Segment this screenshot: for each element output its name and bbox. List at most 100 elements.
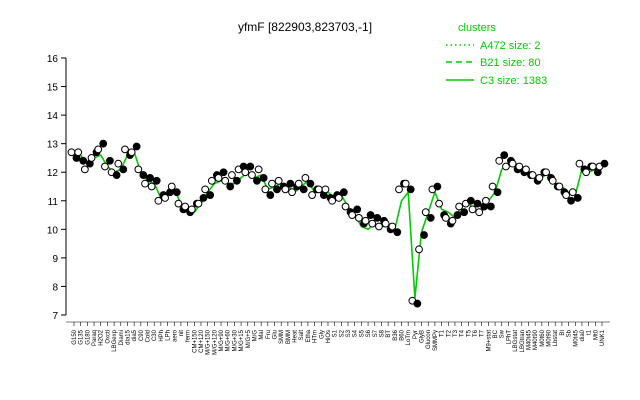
x-axis: G150 G135 G180 Paraq H2O2 Oxctl LBGexp Diami dia… bbox=[66, 321, 610, 355]
data-point-open bbox=[94, 145, 103, 154]
x-tick-label: M/G+150 bbox=[206, 329, 212, 355]
x-tick-label: T5 bbox=[466, 329, 472, 337]
data-point-open bbox=[74, 148, 83, 157]
x-tick-label: M40t90 bbox=[533, 329, 539, 350]
x-tick-label: SMMPy bbox=[433, 330, 439, 351]
data-point-open bbox=[141, 179, 149, 188]
x-tick-label: T1 bbox=[440, 329, 446, 337]
x-tick-label: T3 bbox=[453, 329, 459, 337]
chart-title: yfmF [822903,823703,-1] bbox=[238, 20, 372, 34]
data-point-open bbox=[375, 222, 383, 231]
data-point-open bbox=[261, 185, 270, 194]
data-point-filled bbox=[299, 185, 308, 194]
data-point-filled bbox=[206, 191, 215, 199]
data-point-open bbox=[548, 176, 557, 185]
data-point-filled bbox=[426, 214, 435, 222]
data-point-filled bbox=[466, 196, 475, 205]
data-point-open bbox=[161, 194, 169, 202]
x-tick-label: UNK1 bbox=[600, 329, 606, 346]
data-point-open bbox=[187, 205, 196, 214]
x-tick-label: Mal bbox=[259, 330, 265, 340]
data-point-filled bbox=[567, 196, 575, 205]
x-tick-label: LBGtran bbox=[520, 330, 526, 352]
data-point-filled bbox=[500, 151, 509, 159]
data-point-filled bbox=[99, 139, 108, 148]
data-point-open bbox=[321, 185, 330, 194]
x-tick-label: Paraq bbox=[92, 330, 98, 346]
x-tick-label: M0t90 bbox=[547, 329, 553, 346]
y-tick-label: 12 bbox=[47, 168, 59, 179]
x-tick-label: G135 bbox=[79, 329, 85, 344]
y-tick-label: 7 bbox=[52, 311, 58, 322]
data-point-open bbox=[488, 182, 497, 191]
data-point-open bbox=[395, 185, 403, 194]
x-tick-label: T6 bbox=[473, 329, 479, 337]
data-point-open bbox=[207, 176, 216, 185]
y-tick-label: 15 bbox=[47, 83, 59, 94]
x-tick-label: S8 bbox=[379, 329, 385, 337]
x-tick-label: M/G+90 bbox=[219, 329, 225, 351]
x-tick-label: B60 bbox=[399, 329, 405, 340]
data-point-open bbox=[568, 188, 577, 197]
data-point-filled bbox=[226, 182, 235, 191]
data-point-filled bbox=[233, 176, 241, 185]
data-point-open bbox=[114, 159, 123, 168]
data-point-open bbox=[80, 165, 89, 174]
data-point-open bbox=[415, 245, 423, 254]
data-point-open bbox=[481, 196, 490, 205]
data-point-open bbox=[194, 199, 203, 208]
x-tick-label: dia0 bbox=[580, 329, 586, 341]
y-tick-label: 11 bbox=[48, 197, 59, 208]
x-tick-label: C90 bbox=[139, 329, 145, 341]
x-tick-label: Lbstat bbox=[553, 330, 559, 347]
x-tick-label: Salt bbox=[299, 330, 305, 341]
data-point-open bbox=[388, 222, 397, 231]
data-point-open bbox=[348, 211, 357, 219]
data-point-open bbox=[455, 202, 464, 211]
x-tick-label: Pyr bbox=[413, 330, 419, 339]
data-point-open bbox=[562, 191, 570, 199]
data-point-filled bbox=[253, 176, 261, 185]
data-point-filled bbox=[353, 205, 362, 214]
data-point-filled bbox=[152, 176, 161, 185]
x-tick-label: T4 bbox=[460, 329, 466, 337]
data-point-filled bbox=[420, 231, 428, 239]
x-tick-label: S7 bbox=[373, 329, 379, 337]
data-point-filled bbox=[486, 202, 495, 211]
data-point-open bbox=[268, 179, 276, 188]
data-point-open bbox=[254, 165, 263, 174]
x-tick-label: M/G+30 bbox=[232, 329, 238, 351]
x-tick-label: Oxctl bbox=[105, 330, 111, 344]
x-tick-label: Etha bbox=[306, 329, 312, 342]
data-point-open bbox=[328, 196, 337, 205]
x-tick-label: SMM bbox=[279, 330, 285, 344]
data-point-open bbox=[121, 145, 129, 154]
data-point-open bbox=[542, 168, 550, 177]
x-tick-label: ferm bbox=[186, 330, 192, 342]
data-point-open bbox=[248, 171, 256, 179]
data-point-filled bbox=[406, 185, 415, 194]
x-tick-label: M/G+15 bbox=[239, 329, 245, 351]
data-point-open bbox=[101, 162, 109, 171]
data-point-filled bbox=[393, 228, 402, 237]
x-tick-label: Heat bbox=[293, 330, 299, 343]
data-point-open bbox=[334, 194, 343, 202]
y-tick-label: 13 bbox=[47, 140, 59, 151]
x-tick-label: Diami bbox=[119, 330, 125, 345]
legend-label-b21: B21 size: 80 bbox=[480, 57, 541, 69]
data-point-filled bbox=[172, 188, 181, 197]
data-point-filled bbox=[460, 208, 469, 217]
x-tick-label: S2 bbox=[339, 329, 345, 337]
data-point-filled bbox=[219, 168, 228, 177]
data-point-open bbox=[555, 182, 564, 191]
x-tick-label: M40t45 bbox=[526, 329, 532, 350]
data-point-filled bbox=[373, 214, 382, 222]
x-tick-label: S6 bbox=[366, 329, 372, 337]
data-point-open bbox=[401, 179, 410, 188]
data-point-filled bbox=[259, 174, 268, 182]
data-point-filled bbox=[493, 188, 502, 197]
x-tick-label: M/G+5 bbox=[246, 329, 252, 348]
x-tick-label: GlyB bbox=[420, 330, 426, 343]
data-point-open bbox=[468, 205, 477, 214]
x-tick-label: T7 bbox=[480, 329, 486, 337]
